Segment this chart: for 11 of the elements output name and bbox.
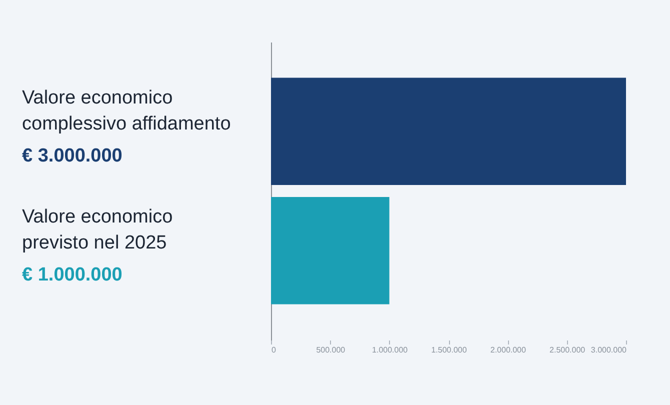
data-label: € 1.000.000 bbox=[22, 264, 122, 286]
x-tick-label: 0 bbox=[272, 346, 276, 354]
x-tick-label: 2.000.000 bbox=[490, 346, 527, 354]
y-tick-label: Valore economico complessivo affidamento bbox=[22, 87, 231, 134]
y-tick-label: Valore economico previsto nel 2025 bbox=[22, 206, 173, 254]
x-tick-label: 2.500.000 bbox=[550, 346, 586, 354]
x-tick-label: 3.000.000 bbox=[590, 346, 628, 354]
x-tick-label: 500.000 bbox=[316, 346, 346, 354]
data-label: € 3.000.000 bbox=[22, 145, 122, 166]
x-tick-label: 1.500.000 bbox=[431, 346, 468, 354]
x-tick-label: 1.000.000 bbox=[372, 346, 408, 354]
